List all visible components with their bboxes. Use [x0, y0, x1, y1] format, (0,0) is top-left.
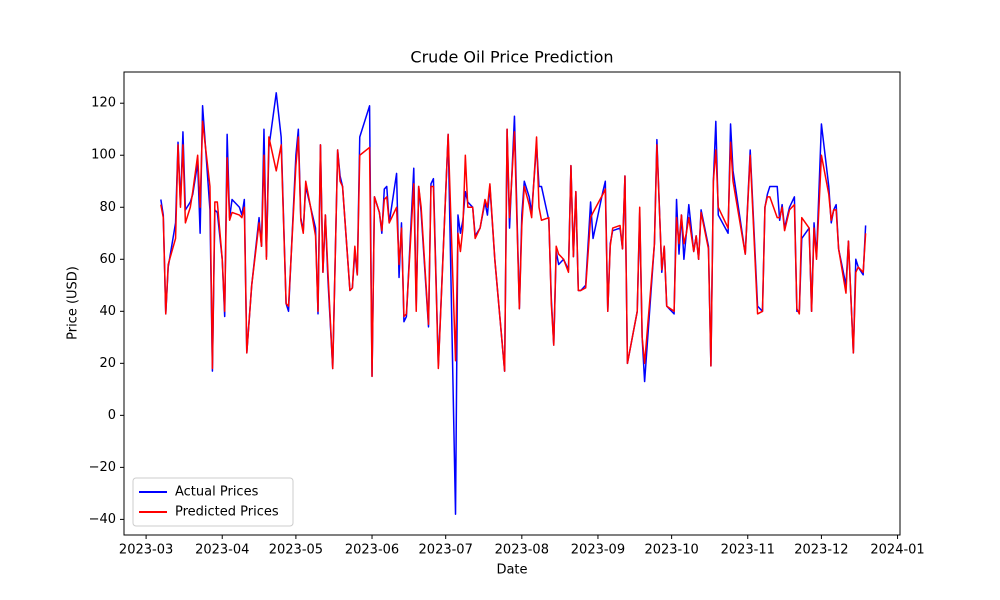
x-axis-label: Date: [496, 563, 527, 578]
x-tick-label: 2023-06: [345, 543, 399, 558]
x-tick-label: 2023-05: [269, 543, 323, 558]
y-tick-label: −20: [89, 460, 116, 475]
x-tick-label: 2023-03: [119, 543, 173, 558]
x-tick-label: 2023-04: [195, 543, 249, 558]
y-axis-label: Price (USD): [66, 266, 81, 340]
x-tick-label: 2023-10: [644, 543, 698, 558]
plot-frame: [123, 71, 901, 536]
y-tick-label: −40: [89, 512, 116, 527]
x-tick-label: 2023-12: [794, 543, 848, 558]
x-tick-label: 2023-09: [571, 543, 625, 558]
y-tick-label: 120: [91, 96, 116, 111]
x-tick-label: 2024-01: [870, 543, 924, 558]
chart-title: Crude Oil Price Prediction: [410, 48, 613, 67]
y-tick-label: 40: [99, 304, 116, 319]
y-tick-label: 100: [91, 148, 116, 163]
x-tick-label: 2023-07: [419, 543, 473, 558]
y-tick-label: 60: [99, 252, 116, 267]
y-tick-label: 0: [108, 408, 116, 423]
x-tick-label: 2023-08: [495, 543, 549, 558]
y-tick-label: 80: [99, 200, 116, 215]
y-tick-label: 20: [99, 356, 116, 371]
legend-label: Actual Prices: [175, 485, 259, 500]
x-tick-label: 2023-11: [721, 543, 775, 558]
series-line: [160, 120, 867, 378]
legend-label: Predicted Prices: [175, 505, 279, 520]
legend-box: [132, 477, 294, 527]
